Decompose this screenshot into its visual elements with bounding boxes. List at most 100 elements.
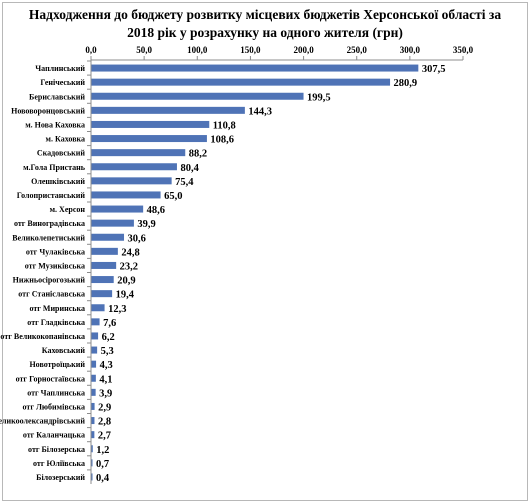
- data-label: 108,6: [210, 135, 234, 146]
- bar: [91, 290, 113, 298]
- category-label: отг Юліївська: [33, 459, 85, 468]
- data-label: 0,4: [96, 473, 110, 484]
- data-label: 19,4: [116, 290, 135, 301]
- category-label: отг Білозерська: [28, 445, 85, 454]
- bar: [91, 332, 99, 340]
- bar: [91, 247, 118, 255]
- data-label: 80,4: [180, 163, 199, 174]
- bar: [91, 374, 96, 382]
- bar: [91, 163, 177, 171]
- bar: [91, 219, 134, 227]
- bar: [91, 233, 125, 241]
- category-label: отг Чулаківська: [26, 247, 85, 256]
- data-label: 6,2: [102, 332, 115, 343]
- bar: [91, 120, 210, 128]
- bar: [91, 459, 93, 467]
- chart-title: Надходження до бюджету розвитку місцевих…: [0, 6, 530, 42]
- data-label: 199,5: [307, 92, 331, 103]
- data-label: 24,8: [121, 247, 139, 258]
- bar: [91, 64, 419, 72]
- category-label: м.Гола Пристань: [23, 163, 86, 172]
- category-label: отг Гладківська: [27, 318, 85, 327]
- x-tick-label: 50,0: [136, 45, 152, 55]
- data-label: 4,1: [99, 374, 112, 385]
- bar: [91, 318, 100, 326]
- data-label: 88,2: [189, 149, 207, 160]
- category-label: Нижньосірогозький: [13, 276, 86, 285]
- data-label: 144,3: [248, 106, 272, 117]
- data-label: 110,8: [213, 120, 236, 131]
- data-label: 3,9: [99, 388, 112, 399]
- category-label: отг Чаплинська: [27, 388, 85, 397]
- bar: [91, 346, 98, 354]
- data-label: 39,9: [137, 219, 155, 230]
- category-label: отг Любимівська: [23, 402, 86, 411]
- data-label: 1,2: [96, 445, 109, 456]
- data-label: 280,9: [394, 78, 418, 89]
- data-label: 23,2: [120, 261, 138, 272]
- bar: [91, 388, 96, 396]
- bar: [91, 177, 172, 185]
- category-label: Олешківський: [31, 177, 85, 186]
- bar: [91, 261, 117, 269]
- bar: [91, 276, 114, 284]
- data-label: 30,6: [128, 233, 146, 244]
- category-label: Великолепетиський: [12, 233, 85, 242]
- category-label: отг Музиківська: [25, 261, 85, 270]
- category-label: Новотроїцький: [29, 360, 85, 369]
- data-label: 75,4: [175, 177, 194, 188]
- data-label: 12,3: [108, 304, 126, 315]
- category-label: Бериславський: [29, 92, 85, 101]
- x-tick-label: 250,0: [347, 45, 368, 55]
- bar: [91, 205, 144, 213]
- x-tick-label: 200,0: [293, 45, 314, 55]
- category-label: м. Херсон: [50, 205, 86, 214]
- bar: [91, 417, 95, 425]
- data-label: 2,9: [98, 402, 111, 413]
- category-label: Нововоронцовський: [11, 106, 85, 115]
- bar: [91, 360, 97, 368]
- chart-title-line-1: Надходження до бюджету розвитку місцевих…: [28, 7, 502, 22]
- category-label: Генічеський: [40, 78, 85, 87]
- data-label: 7,6: [103, 318, 116, 329]
- category-label: отг Горностаївська: [16, 374, 85, 383]
- bar: [91, 445, 93, 453]
- category-label: Голопристанський: [17, 191, 86, 200]
- data-label: 4,3: [100, 360, 113, 371]
- bar: [91, 78, 391, 86]
- data-label: 0,7: [96, 459, 109, 470]
- category-label: м. Каховка: [46, 135, 85, 144]
- category-label: Каховський: [42, 346, 86, 355]
- x-tick-label: 0,0: [85, 45, 97, 55]
- category-label: Скадовський: [37, 149, 86, 158]
- data-label: 5,3: [101, 346, 114, 357]
- data-label: 2,7: [98, 431, 111, 442]
- data-label: 48,6: [147, 205, 165, 216]
- bar: [91, 191, 161, 199]
- x-tick-label: 350,0: [453, 45, 474, 55]
- category-label: м. Нова Каховка: [25, 120, 85, 129]
- data-label: 307,5: [422, 64, 446, 75]
- category-label: отг Миринська: [29, 304, 85, 313]
- category-label: отг Виноградівська: [14, 219, 85, 228]
- data-label: 65,0: [164, 191, 182, 202]
- bar: [91, 149, 186, 157]
- x-tick-label: 300,0: [400, 45, 421, 55]
- category-label: отг Великокопанівська: [0, 332, 85, 341]
- category-label: Чаплинський: [35, 64, 85, 73]
- bar: [91, 431, 95, 439]
- bar: [91, 92, 304, 100]
- bar: [91, 304, 105, 312]
- data-label: 2,8: [98, 417, 111, 428]
- bar: [91, 402, 95, 410]
- x-tick-label: 150,0: [240, 45, 261, 55]
- category-label: Білозерський: [36, 473, 85, 482]
- chart-title-line-2: 2018 рік у розрахунку на одного жителя (…: [127, 25, 403, 40]
- bar: [91, 135, 207, 143]
- category-label: Великоолександрівський: [0, 417, 85, 426]
- category-label: отг Каланчацька: [23, 431, 85, 440]
- bar: [91, 473, 93, 481]
- bar: [91, 106, 245, 114]
- x-tick-label: 100,0: [187, 45, 208, 55]
